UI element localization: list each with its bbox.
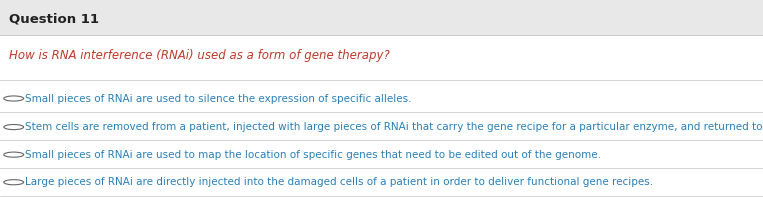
Text: How is RNA interference (RNAi) used as a form of gene therapy?: How is RNA interference (RNAi) used as a… <box>9 49 390 62</box>
Text: Small pieces of RNAi are used to map the location of specific genes that need to: Small pieces of RNAi are used to map the… <box>25 150 601 160</box>
Text: Stem cells are removed from a patient, injected with large pieces of RNAi that c: Stem cells are removed from a patient, i… <box>25 122 763 132</box>
Text: Small pieces of RNAi are used to silence the expression of specific alleles.: Small pieces of RNAi are used to silence… <box>25 94 412 103</box>
Text: Large pieces of RNAi are directly injected into the damaged cells of a patient i: Large pieces of RNAi are directly inject… <box>25 177 653 187</box>
FancyBboxPatch shape <box>0 0 763 35</box>
Text: Question 11: Question 11 <box>9 12 99 25</box>
